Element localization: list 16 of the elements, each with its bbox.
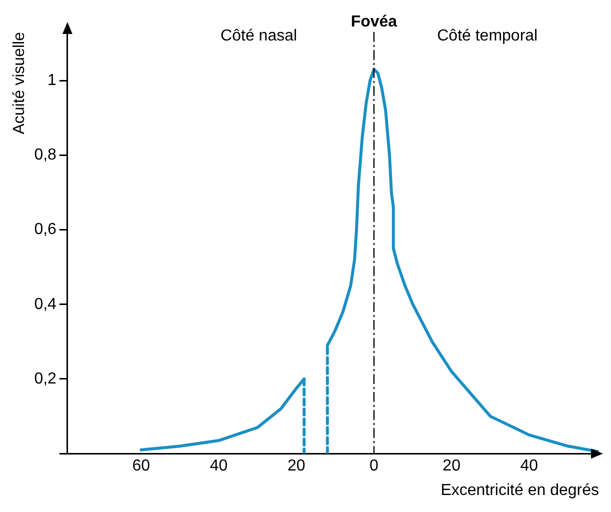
y-tick-label: 0,8 <box>34 146 57 164</box>
x-tick-label: 0 <box>370 458 379 475</box>
y-tick-label: 0,6 <box>34 221 57 238</box>
annotation: Côté nasal <box>220 27 298 44</box>
y-tick-label: 1 <box>48 72 57 89</box>
x-tick-label: 60 <box>132 458 150 475</box>
x-tick-label: 20 <box>442 458 461 475</box>
y-tick-label: 0,2 <box>34 370 57 388</box>
x-axis-title: Excentricité en degrés <box>440 482 599 499</box>
x-tick-label: 20 <box>287 458 306 475</box>
ref-line-label: Fovéa <box>350 13 398 30</box>
y-tick-label: 0,4 <box>34 296 57 313</box>
x-tick-label: 40 <box>520 458 538 475</box>
annotation: Côté temporal <box>437 27 538 44</box>
y-axis-title: Acuité visuelle <box>11 32 28 134</box>
x-tick-label: 40 <box>210 458 228 475</box>
